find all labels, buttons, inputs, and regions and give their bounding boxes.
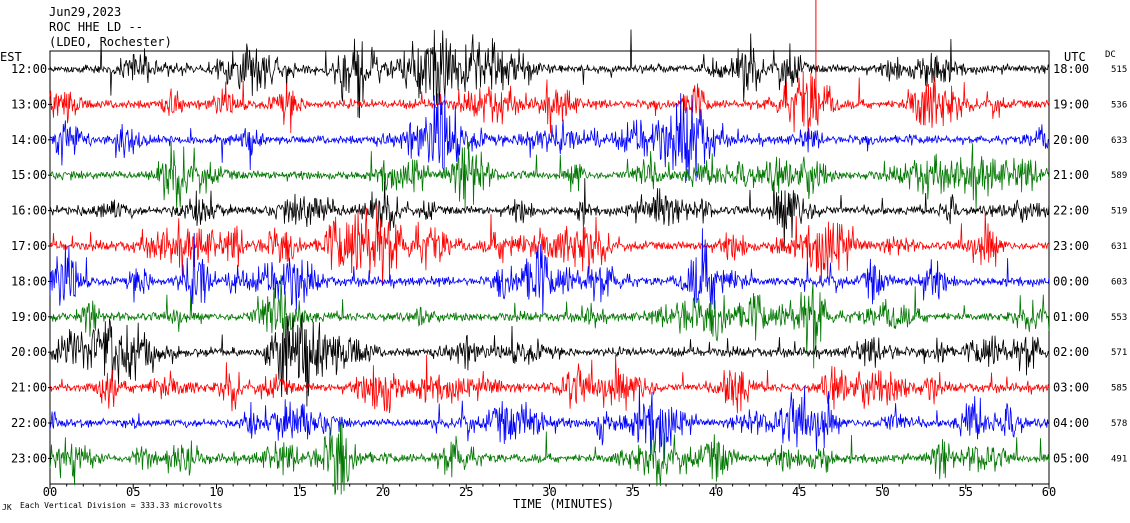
x-tick-label: 00 (43, 485, 57, 499)
dc-offset-value: 585 (1111, 384, 1127, 394)
trace-row-12 (49, 421, 1050, 495)
network-name: (LDEO, Rochester) (49, 35, 172, 49)
x-tick-label: 10 (209, 485, 223, 499)
dc-offset-value: 553 (1111, 313, 1127, 323)
utc-time-label: 23:00 (1053, 239, 1089, 253)
x-tick-label: 15 (293, 485, 307, 499)
dc-offset-value: 589 (1111, 171, 1127, 181)
local-time-label: 15:00 (11, 168, 47, 182)
trace-row-4 (49, 140, 1050, 211)
x-axis-title: TIME (MINUTES) (513, 497, 614, 511)
local-time-label: 14:00 (11, 133, 47, 147)
station-code: ROC HHE LD -- (49, 20, 143, 34)
trace-row-1 (49, 29, 1050, 119)
utc-time-label: 02:00 (1053, 345, 1089, 359)
x-tick-label: 25 (459, 485, 473, 499)
dc-offset-value: 633 (1111, 136, 1127, 146)
dc-offset-value: 491 (1111, 454, 1127, 464)
right-zone-label: UTC (1064, 50, 1086, 64)
trace-row-8 (49, 274, 1050, 369)
utc-time-label: 18:00 (1053, 62, 1089, 76)
x-tick-label: 05 (126, 485, 140, 499)
utc-time-label: 20:00 (1053, 133, 1089, 147)
local-time-label: 21:00 (11, 381, 47, 395)
local-time-label: 12:00 (11, 62, 47, 76)
x-tick-label: 60 (1042, 485, 1056, 499)
row-label-group: 12:00 18:00 515 13:00 19:00 536 14:00 20:00 633 1… (11, 62, 1127, 465)
local-time-label: 16:00 (11, 204, 47, 218)
x-tick-label: 50 (875, 485, 889, 499)
dc-offset-value: 571 (1111, 348, 1127, 358)
left-zone-label: EST (0, 50, 22, 64)
vertical-division-note: Each Vertical Division = 333.33 microvol… (20, 501, 222, 510)
trace-row-3 (49, 93, 1050, 182)
dc-offset-value: 578 (1111, 419, 1127, 429)
trace-row-9 (49, 312, 1050, 407)
x-tick-label: 45 (792, 485, 806, 499)
trace-row-6 (49, 204, 1050, 286)
trace-row-11 (49, 385, 1050, 460)
local-time-label: 20:00 (11, 345, 47, 359)
dc-header: DC (1105, 50, 1116, 60)
utc-time-label: 03:00 (1053, 381, 1089, 395)
trace-row-5 (49, 178, 1050, 252)
utc-time-label: 01:00 (1053, 310, 1089, 324)
utc-time-label: 04:00 (1053, 416, 1089, 430)
x-axis: 00 05 10 15 20 25 30 35 40 45 50 55 60 (43, 484, 1056, 499)
trace-row-7 (49, 228, 1050, 315)
trace-group (49, 0, 1050, 495)
footnote-marker: JK (2, 503, 12, 512)
local-time-label: 13:00 (11, 97, 47, 111)
utc-time-label: 19:00 (1053, 97, 1089, 111)
x-tick-label: 35 (626, 485, 640, 499)
dc-offset-value: 519 (1111, 207, 1127, 217)
x-tick-label: 30 (542, 485, 556, 499)
x-tick-label: 40 (709, 485, 723, 499)
record-date: Jun29,2023 (49, 5, 121, 19)
utc-time-label: 05:00 (1053, 451, 1089, 465)
local-time-label: 17:00 (11, 239, 47, 253)
dc-offset-value: 631 (1111, 242, 1127, 252)
local-time-label: 22:00 (11, 416, 47, 430)
local-time-label: 18:00 (11, 274, 47, 288)
x-tick-label: 20 (376, 485, 390, 499)
trace-row-2 (49, 71, 1050, 139)
local-time-label: 19:00 (11, 310, 47, 324)
utc-time-label: 21:00 (1053, 168, 1089, 182)
utc-time-label: 22:00 (1053, 204, 1089, 218)
x-tick-label: 55 (959, 485, 973, 499)
dc-offset-value: 536 (1111, 100, 1127, 110)
dc-offset-value: 515 (1111, 65, 1127, 75)
utc-time-label: 00:00 (1053, 274, 1089, 288)
trace-row-10 (49, 354, 1050, 414)
local-time-label: 23:00 (11, 451, 47, 465)
dc-offset-value: 603 (1111, 277, 1127, 287)
